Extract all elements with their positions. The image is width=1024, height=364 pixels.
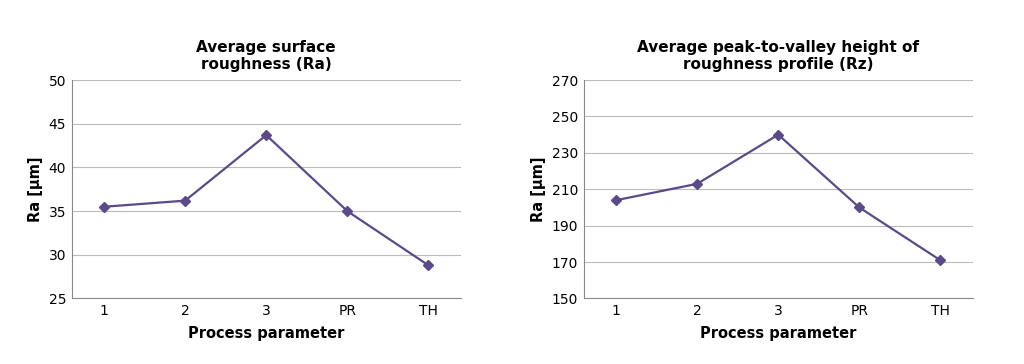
Y-axis label: Ra [µm]: Ra [µm] (531, 157, 546, 222)
Title: Average surface
roughness (Ra): Average surface roughness (Ra) (197, 40, 336, 72)
X-axis label: Process parameter: Process parameter (700, 327, 856, 341)
Title: Average peak-to-valley height of
roughness profile (Rz): Average peak-to-valley height of roughne… (637, 40, 920, 72)
X-axis label: Process parameter: Process parameter (188, 327, 344, 341)
Y-axis label: Ra [µm]: Ra [µm] (28, 157, 43, 222)
